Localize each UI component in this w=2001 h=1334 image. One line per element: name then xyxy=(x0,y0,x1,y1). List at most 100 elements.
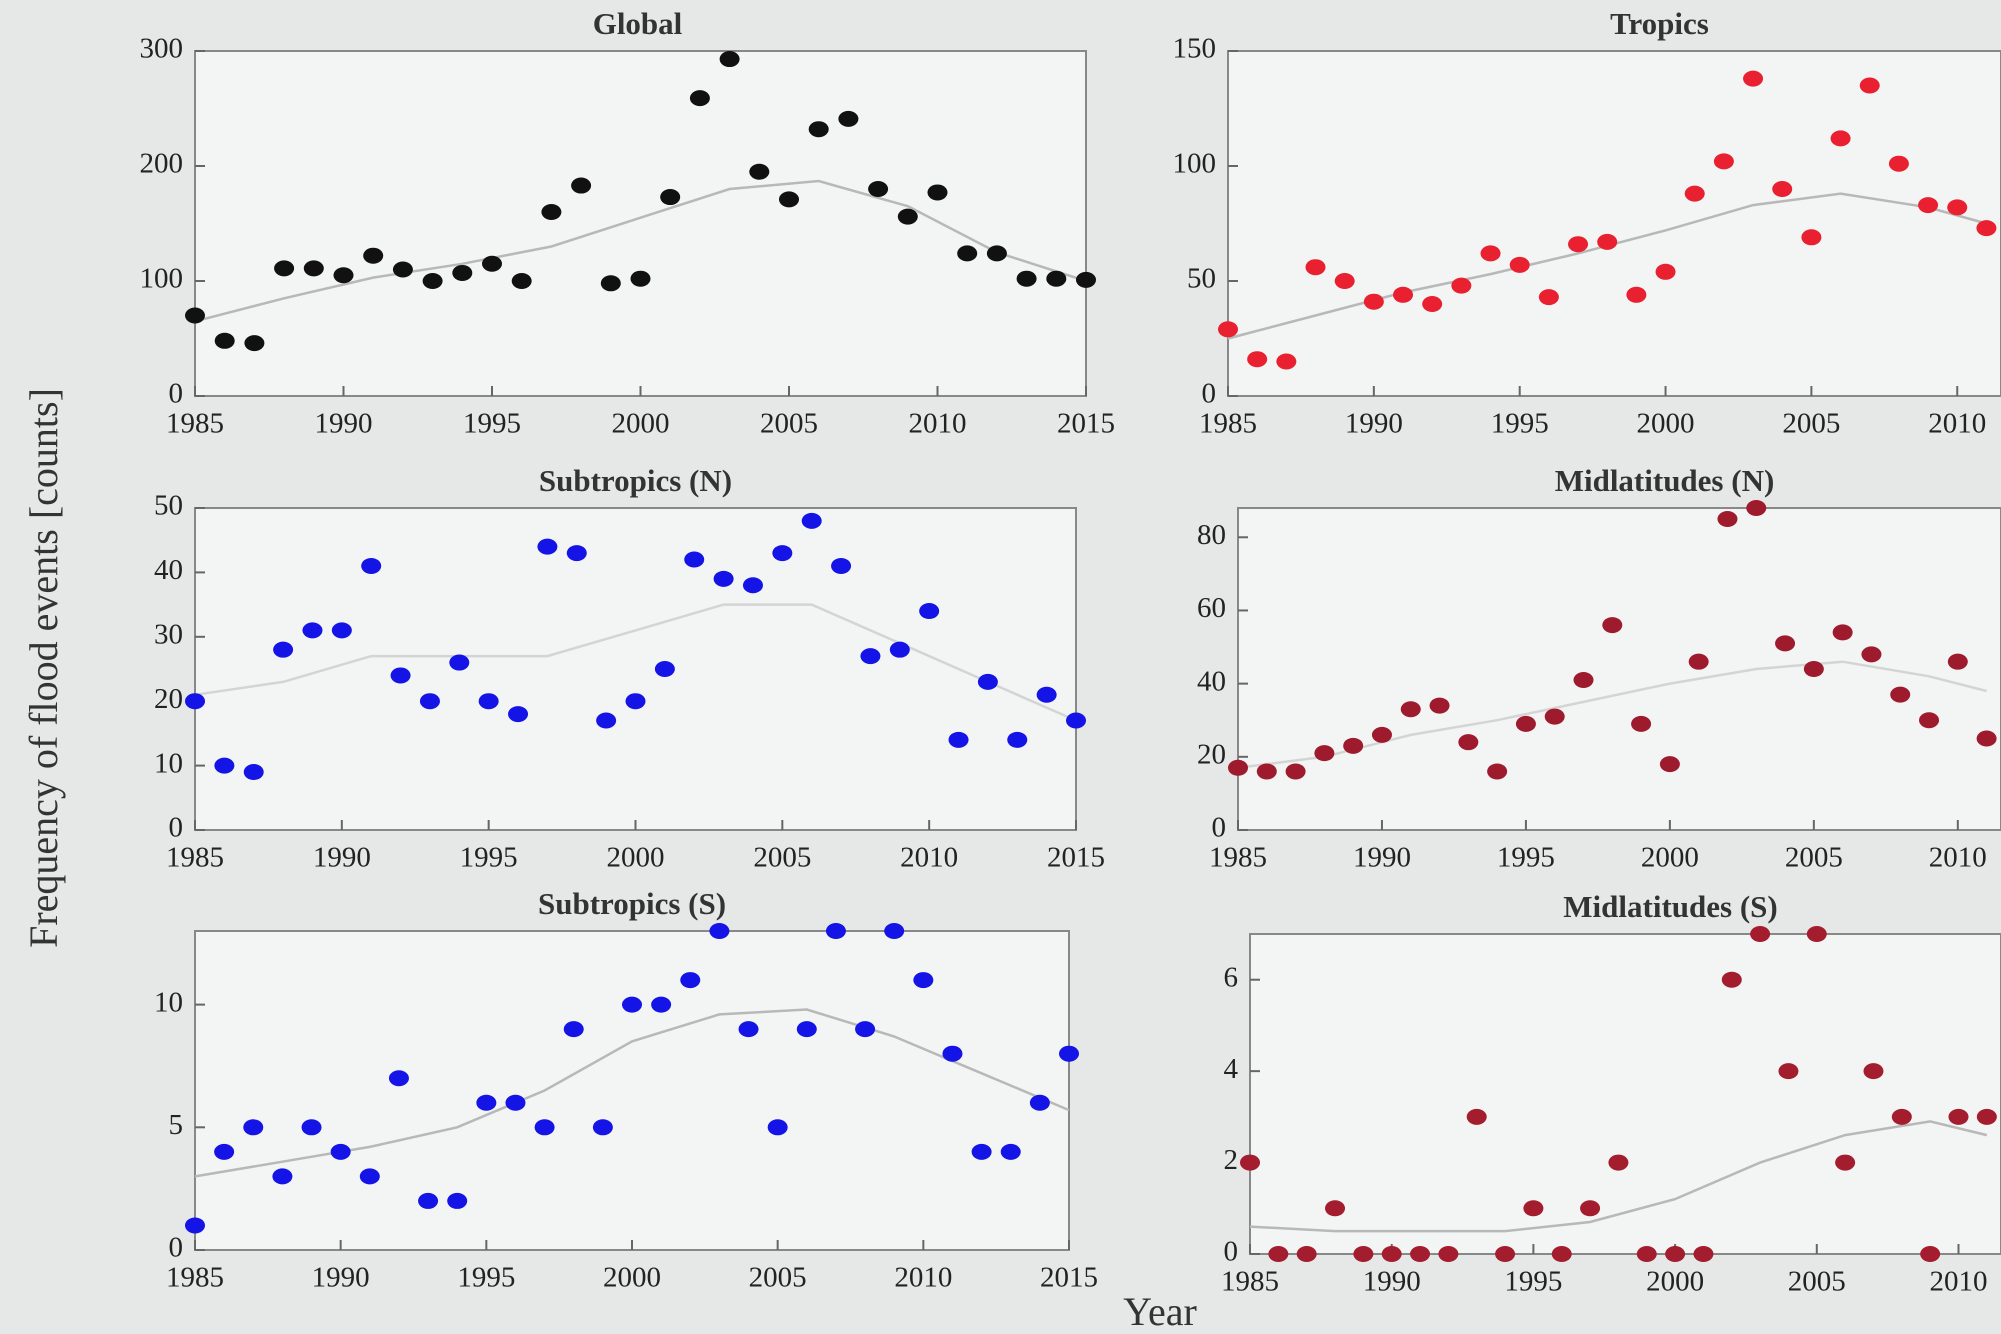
data-point xyxy=(1509,256,1530,273)
data-point xyxy=(596,712,617,729)
data-point xyxy=(1393,286,1414,303)
data-point xyxy=(1688,653,1709,670)
data-point xyxy=(476,1094,497,1111)
data-point xyxy=(1597,233,1618,250)
y-tick-label: 50 xyxy=(154,490,183,522)
data-point xyxy=(796,1021,817,1038)
data-point xyxy=(1046,270,1067,287)
trend-line xyxy=(1227,192,1987,340)
data-point xyxy=(1721,971,1742,988)
data-point xyxy=(684,551,705,568)
data-point xyxy=(1480,245,1501,262)
data-point xyxy=(1863,1063,1884,1080)
data-point xyxy=(749,163,770,180)
data-point xyxy=(592,1119,613,1136)
x-tick-label: 2000 xyxy=(1641,842,1699,874)
data-point xyxy=(418,1192,439,1209)
plot-area xyxy=(1249,933,2001,1255)
data-point xyxy=(1743,70,1764,87)
data-point xyxy=(1544,708,1565,725)
x-tick-label: 2005 xyxy=(749,1262,807,1294)
panel-title: Midlatitudes (S) xyxy=(1563,889,1777,924)
data-point xyxy=(1918,197,1939,214)
x-tick-label: 1990 xyxy=(312,1262,370,1294)
data-point xyxy=(1746,500,1767,516)
data-point xyxy=(1891,1108,1912,1125)
data-point xyxy=(1451,277,1472,294)
y-tick-label: 0 xyxy=(169,1232,184,1264)
y-tick-label: 0 xyxy=(1224,1236,1239,1268)
x-tick-label: 2010 xyxy=(894,1262,952,1294)
y-tick-label: 200 xyxy=(140,148,184,180)
data-point xyxy=(185,1217,205,1234)
data-point xyxy=(651,996,672,1013)
data-point xyxy=(1410,1246,1431,1262)
data-point xyxy=(742,577,763,594)
data-point xyxy=(1631,715,1652,732)
data-point xyxy=(986,245,1007,262)
data-point xyxy=(566,545,587,562)
x-tick-label: 1985 xyxy=(1221,1266,1279,1298)
data-point xyxy=(1890,686,1911,703)
x-tick-label: 2005 xyxy=(1785,842,1843,874)
data-point xyxy=(244,335,265,352)
plot-area xyxy=(1237,507,2001,831)
data-point xyxy=(1947,199,1968,216)
y-tick-label: 5 xyxy=(169,1109,184,1141)
data-point xyxy=(1608,1154,1629,1171)
y-tick-label: 0 xyxy=(169,378,184,410)
data-point xyxy=(1859,77,1880,94)
data-point xyxy=(1573,671,1594,688)
x-tick-label: 1995 xyxy=(1504,1266,1562,1298)
data-point xyxy=(808,121,829,138)
data-point xyxy=(449,654,470,671)
x-tick-label: 1990 xyxy=(1345,408,1403,440)
data-point xyxy=(1371,726,1392,743)
data-point xyxy=(478,693,499,710)
x-tick-label: 1995 xyxy=(463,408,521,440)
data-point xyxy=(302,622,323,639)
data-point xyxy=(1772,181,1793,197)
data-point xyxy=(660,189,681,206)
data-point xyxy=(243,764,264,781)
x-tick-label: 2005 xyxy=(1788,1266,1846,1298)
data-point xyxy=(541,204,562,220)
data-point xyxy=(1835,1154,1856,1171)
y-tick-label: 20 xyxy=(154,683,183,715)
y-tick-label: 0 xyxy=(169,812,184,844)
data-point xyxy=(452,264,473,281)
data-point xyxy=(1343,737,1364,754)
data-point xyxy=(388,1070,409,1087)
data-point xyxy=(1016,270,1037,287)
data-point xyxy=(1947,653,1968,670)
data-point xyxy=(838,110,859,127)
data-point xyxy=(1659,756,1680,773)
data-point xyxy=(1334,273,1355,289)
y-tick-label: 0 xyxy=(1202,378,1217,410)
data-point xyxy=(1523,1200,1544,1217)
data-point xyxy=(1007,731,1028,748)
data-point xyxy=(214,1143,235,1160)
x-tick-label: 2015 xyxy=(1040,1262,1098,1294)
data-point xyxy=(913,972,934,989)
data-point xyxy=(359,1168,380,1185)
trend-line xyxy=(1249,1120,1988,1233)
x-tick-label: 1985 xyxy=(1199,408,1257,440)
data-point xyxy=(1580,1200,1601,1217)
y-tick-label: 10 xyxy=(154,986,183,1018)
x-tick-label: 2000 xyxy=(607,842,665,874)
plot-area xyxy=(1227,50,2001,397)
x-tick-label: 2015 xyxy=(1047,842,1105,874)
data-point xyxy=(1438,1246,1459,1262)
x-tick-label: 1995 xyxy=(1491,408,1549,440)
data-point xyxy=(860,648,881,665)
data-point xyxy=(447,1192,468,1209)
data-point xyxy=(1296,1246,1317,1262)
data-point xyxy=(1247,351,1268,368)
data-point xyxy=(897,208,918,225)
data-point xyxy=(1832,624,1853,641)
y-tick-label: 10 xyxy=(154,747,183,779)
data-point xyxy=(1976,1108,1997,1125)
data-point xyxy=(1693,1246,1714,1262)
